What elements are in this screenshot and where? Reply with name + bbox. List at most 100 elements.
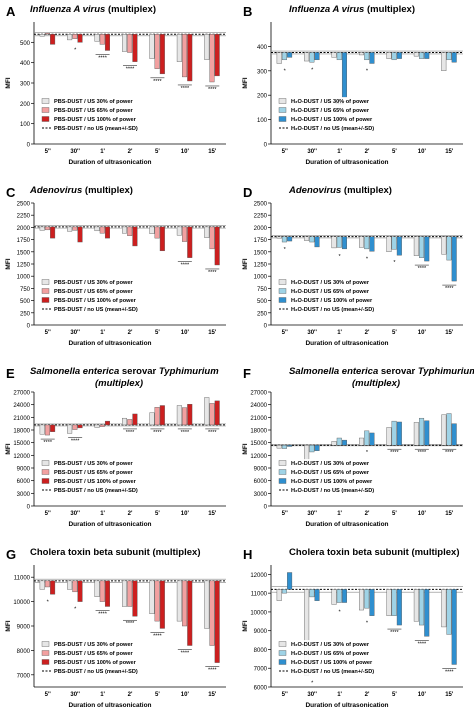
bar-F-0-2 bbox=[287, 444, 293, 447]
y-tick-label: 0 bbox=[264, 143, 268, 149]
bar-G-3-0 bbox=[121, 580, 127, 607]
legend-swatch bbox=[278, 469, 287, 475]
legend-label: PBS-DUST / US 30% of power bbox=[54, 642, 133, 648]
bar-F-5-2 bbox=[424, 420, 430, 446]
significance-stars: **** bbox=[98, 611, 107, 617]
legend-background bbox=[276, 459, 384, 499]
legend-swatch bbox=[41, 460, 50, 466]
x-tick-label: 5' bbox=[392, 330, 397, 336]
title-italic: Influenza A virus bbox=[30, 4, 105, 15]
title-italic: Salmonella enterica bbox=[30, 366, 119, 377]
bar-E-3-1 bbox=[127, 419, 133, 426]
y-tick-label: 9000 bbox=[17, 467, 31, 473]
legend-background bbox=[39, 640, 147, 680]
y-tick-label: 18000 bbox=[250, 429, 267, 435]
bar-A-5-0 bbox=[176, 34, 182, 62]
legend-swatch bbox=[278, 107, 287, 113]
x-tick-label: 5' bbox=[155, 511, 160, 517]
bar-B-5-2 bbox=[424, 52, 430, 59]
bar-B-0-1 bbox=[281, 52, 287, 61]
x-tick-label: 5'' bbox=[282, 330, 289, 336]
bar-G-5-0 bbox=[176, 580, 182, 622]
title-rest: (multiplex) bbox=[364, 4, 415, 15]
legend-label: PBS-DUST / US 65% of power bbox=[54, 108, 133, 114]
legend-label: PBS-DUST / US 30% of power bbox=[54, 280, 133, 286]
bar-B-2-0 bbox=[331, 52, 337, 58]
significance-stars: * bbox=[393, 260, 396, 266]
legend-label: PBS-DUST / US 30% of power bbox=[54, 461, 133, 467]
bar-E-5-2 bbox=[187, 404, 193, 426]
significance-stars: **** bbox=[445, 450, 454, 456]
x-tick-label: 15' bbox=[208, 330, 217, 336]
significance-stars: **** bbox=[208, 430, 217, 436]
legend-label: PBS-DUST / US 30% of power bbox=[54, 99, 133, 105]
bar-G-0-2 bbox=[50, 580, 56, 595]
bar-A-2-1 bbox=[99, 34, 105, 45]
bar-B-2-2 bbox=[341, 52, 347, 98]
legend-label: H₂O-DUST / US 65% of power bbox=[291, 651, 370, 657]
title-rest: serovar bbox=[378, 366, 418, 377]
legend-background bbox=[39, 459, 147, 499]
y-tick-label: 6000 bbox=[254, 686, 268, 692]
y-tick-label: 8000 bbox=[254, 648, 268, 654]
y-tick-label: 1750 bbox=[254, 238, 268, 244]
chart-title: Cholera toxin beta subunit (multiplex) bbox=[289, 547, 459, 558]
bar-G-2-0 bbox=[94, 580, 100, 597]
y-tick-label: 6000 bbox=[254, 479, 268, 485]
bar-C-4-0 bbox=[149, 226, 155, 234]
x-axis-label: Duration of ultrasonication bbox=[68, 702, 151, 709]
bar-C-0-0 bbox=[39, 226, 45, 231]
legend-label: H₂O-DUST / no US (mean+/-SD) bbox=[291, 488, 374, 494]
title-rest: Cholera toxin beta subunit (multiplex) bbox=[30, 547, 200, 558]
bar-A-1-0 bbox=[67, 34, 73, 41]
panel-F: F Salmonella enterica serovar Typhimurium… bbox=[242, 366, 474, 528]
bar-H-6-2 bbox=[451, 589, 457, 665]
y-tick-label: 15000 bbox=[250, 441, 267, 447]
x-tick-label: 10' bbox=[181, 330, 190, 336]
legend-label: PBS-DUST / US 65% of power bbox=[54, 289, 133, 295]
bar-C-4-2 bbox=[159, 226, 165, 252]
bar-E-6-2 bbox=[214, 400, 220, 426]
panel-C: C Adenovirus (multiplex) 0 250 500 750 1000 125… bbox=[5, 185, 226, 347]
x-tick-label: 10' bbox=[181, 511, 190, 517]
bar-A-1-1 bbox=[72, 34, 78, 39]
legend-label: PBS-DUST / US 100% of power bbox=[54, 298, 137, 304]
bar-C-0-2 bbox=[50, 226, 56, 239]
x-axis-label: Duration of ultrasonication bbox=[305, 159, 388, 166]
significance-stars: **** bbox=[153, 79, 162, 85]
bar-A-0-2 bbox=[50, 34, 56, 45]
legend-label: PBS-DUST / US 65% of power bbox=[54, 651, 133, 657]
bar-H-1-1 bbox=[309, 589, 315, 598]
bar-E-2-1 bbox=[99, 424, 105, 427]
bar-E-5-1 bbox=[182, 407, 188, 426]
chart-title: Influenza A virus (multiplex) bbox=[30, 4, 156, 15]
legend-swatch bbox=[41, 288, 50, 294]
bar-E-6-1 bbox=[209, 403, 215, 426]
y-axis-label: MFI bbox=[242, 258, 249, 269]
y-tick-label: 8000 bbox=[17, 649, 31, 655]
bar-F-6-2 bbox=[451, 423, 457, 446]
significance-stars: * bbox=[284, 247, 287, 253]
legend-label: H₂O-DUST / US 65% of power bbox=[291, 289, 370, 295]
bar-D-2-1 bbox=[336, 236, 342, 248]
x-tick-label: 5'' bbox=[45, 330, 52, 336]
bar-D-4-1 bbox=[391, 236, 397, 250]
bar-H-5-2 bbox=[424, 589, 430, 637]
y-tick-label: 2000 bbox=[254, 226, 268, 232]
bar-H-2-2 bbox=[341, 589, 347, 603]
significance-stars: **** bbox=[390, 630, 399, 636]
bar-B-3-0 bbox=[358, 52, 364, 56]
chart-title: Influenza A virus (multiplex) bbox=[289, 4, 415, 15]
y-tick-label: 1750 bbox=[17, 238, 31, 244]
x-tick-label: 15' bbox=[208, 692, 217, 698]
bar-C-2-0 bbox=[94, 226, 100, 232]
y-tick-label: 1000 bbox=[254, 275, 268, 281]
bar-F-6-0 bbox=[441, 414, 447, 446]
y-tick-label: 10000 bbox=[250, 610, 267, 616]
bar-C-2-2 bbox=[104, 226, 110, 239]
y-tick-label: 24000 bbox=[13, 403, 30, 409]
title-rest: Cholera toxin beta subunit (multiplex) bbox=[289, 547, 459, 558]
bar-C-5-2 bbox=[187, 226, 193, 258]
bar-C-1-0 bbox=[67, 226, 73, 232]
significance-stars: * bbox=[366, 450, 369, 456]
